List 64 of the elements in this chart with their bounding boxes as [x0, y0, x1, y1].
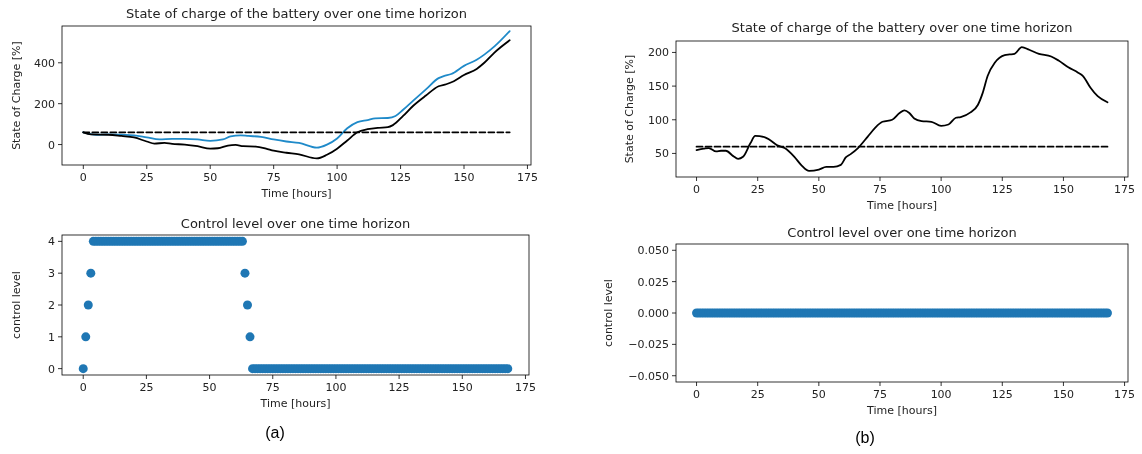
- x-tick-label: 0: [79, 381, 87, 394]
- x-tick-label: 75: [265, 381, 280, 394]
- y-tick-label: 0.000: [637, 307, 669, 320]
- y-tick-label: −0.025: [628, 338, 669, 352]
- x-tick-label: 0: [693, 388, 701, 401]
- x-tick-label: 125: [991, 183, 1013, 196]
- x-axis-title: Time [hours]: [866, 404, 937, 417]
- x-tick-label: 150: [1052, 183, 1074, 196]
- y-tick-label: 2: [48, 299, 55, 312]
- x-tick-label: 175: [514, 381, 536, 394]
- x-tick-label: 100: [326, 171, 348, 184]
- chart-title: State of charge of the battery over one time horizon: [126, 6, 467, 21]
- x-tick-label: 50: [203, 171, 218, 184]
- x-tick-label: 125: [390, 171, 412, 184]
- y-tick-label: 200: [648, 46, 669, 60]
- y-tick-label: 100: [648, 113, 669, 127]
- x-tick-label: 25: [139, 171, 154, 184]
- x-tick-label: 25: [139, 381, 154, 394]
- y-tick-label: 0: [48, 362, 55, 376]
- chart-title: Control level over one time horizon: [180, 216, 411, 231]
- x-tick-label: 50: [811, 388, 826, 401]
- y-tick-label: 0.050: [637, 244, 669, 258]
- x-tick-label: 100: [930, 388, 952, 401]
- x-tick-label: 50: [202, 381, 217, 394]
- x-tick-label: 50: [811, 183, 826, 196]
- x-tick-label: 175: [1114, 183, 1136, 196]
- x-tick-label: 100: [325, 381, 347, 394]
- y-tick-label: 3: [48, 267, 55, 281]
- y-tick-label: 150: [648, 80, 669, 94]
- x-tick-label: 175: [1114, 388, 1136, 401]
- x-axis-title: Time [hours]: [866, 199, 937, 212]
- y-tick-label: −0.050: [628, 369, 669, 383]
- y-tick-label: 0.025: [637, 275, 669, 289]
- x-tick-label: 125: [388, 381, 410, 394]
- x-tick-label: 0: [693, 183, 701, 196]
- x-tick-label: 0: [79, 171, 87, 184]
- x-tick-label: 25: [750, 388, 765, 401]
- text: (b): [855, 429, 875, 446]
- x-tick-label: 25: [750, 183, 765, 196]
- x-tick-label: 150: [453, 171, 475, 184]
- x-tick-label: 150: [1052, 388, 1074, 401]
- chart-title: State of charge of the battery over one time horizon: [731, 20, 1073, 35]
- x-tick-label: 75: [266, 171, 281, 184]
- y-tick-label: 200: [34, 97, 55, 111]
- y-tick-label: 0: [48, 138, 55, 152]
- x-tick-label: 75: [872, 388, 887, 401]
- x-axis-title: Time [hours]: [260, 187, 332, 200]
- y-tick-label: 1: [48, 330, 55, 344]
- line-series: [695, 46, 1109, 172]
- chart-title: Control level over one time horizon: [787, 225, 1017, 240]
- x-tick-label: 100: [930, 183, 952, 196]
- y-tick-label: 400: [34, 56, 55, 70]
- y-axis-title: State of Charge [%]: [10, 41, 23, 150]
- text: (a): [265, 424, 285, 441]
- x-axis-title: Time [hours]: [259, 397, 331, 410]
- y-axis-title: State of Charge [%]: [623, 54, 636, 164]
- x-tick-label: 125: [991, 388, 1013, 401]
- y-axis-title: control level: [10, 271, 23, 339]
- x-tick-label: 150: [451, 381, 473, 394]
- y-tick-label: 4: [48, 235, 55, 249]
- y-tick-label: 50: [655, 147, 669, 161]
- x-tick-label: 75: [872, 183, 887, 196]
- y-axis-title: control level: [602, 279, 615, 347]
- x-tick-label: 175: [516, 171, 538, 184]
